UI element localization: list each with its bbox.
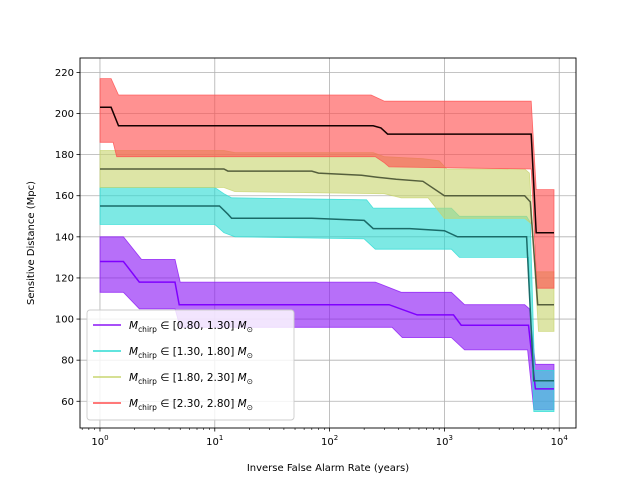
y-tick-label: 180 [55, 150, 74, 161]
lines-layer [100, 106, 554, 390]
y-tick-label: 60 [61, 397, 74, 408]
plot-frame [79, 57, 577, 429]
y-tick-label: 120 [55, 273, 74, 284]
series-line-1 [100, 260, 554, 390]
x-tick-label: 101 [206, 434, 223, 448]
y-tick-label: 80 [61, 356, 74, 367]
legend: Mchirp ∈ [0.80, 1.30] M⊙ Mchirp ∈ [1.30, … [86, 309, 295, 421]
confidence-band-2 [99, 187, 555, 413]
x-tick-label: 100 [91, 434, 108, 448]
series-line-3 [100, 168, 554, 306]
legend-label-3: Mchirp ∈ [1.80, 2.30] M⊙ [129, 372, 253, 386]
legend-label-4: Mchirp ∈ [2.30, 2.80] M⊙ [129, 398, 253, 412]
x-tick-label: 103 [436, 434, 453, 448]
y-axis-label: Sensitive Distance (Mpc) [26, 181, 37, 305]
series-line-2 [100, 205, 554, 382]
legend-frame [86, 309, 295, 421]
legend-label-1: Mchirp ∈ [0.80, 1.30] M⊙ [129, 320, 253, 334]
y-tick-label: 140 [55, 232, 74, 243]
ticks-layer: 100 101 102 103 104 60 80 100 120 140 160 180 200 220 [55, 68, 568, 448]
y-tick-label: 160 [55, 191, 74, 202]
x-tick-label: 102 [321, 434, 338, 448]
bands-layer [99, 78, 555, 413]
y-tick-label: 100 [55, 315, 74, 326]
y-tick-label: 200 [55, 109, 74, 120]
x-axis-label: Inverse False Alarm Rate (years) [247, 463, 409, 474]
series-line-4 [100, 106, 554, 234]
x-tick-label: 104 [551, 434, 569, 448]
y-tick-label: 220 [55, 68, 74, 79]
confidence-band-4 [99, 78, 555, 289]
legend-label-2: Mchirp ∈ [1.30, 1.80] M⊙ [129, 346, 253, 360]
